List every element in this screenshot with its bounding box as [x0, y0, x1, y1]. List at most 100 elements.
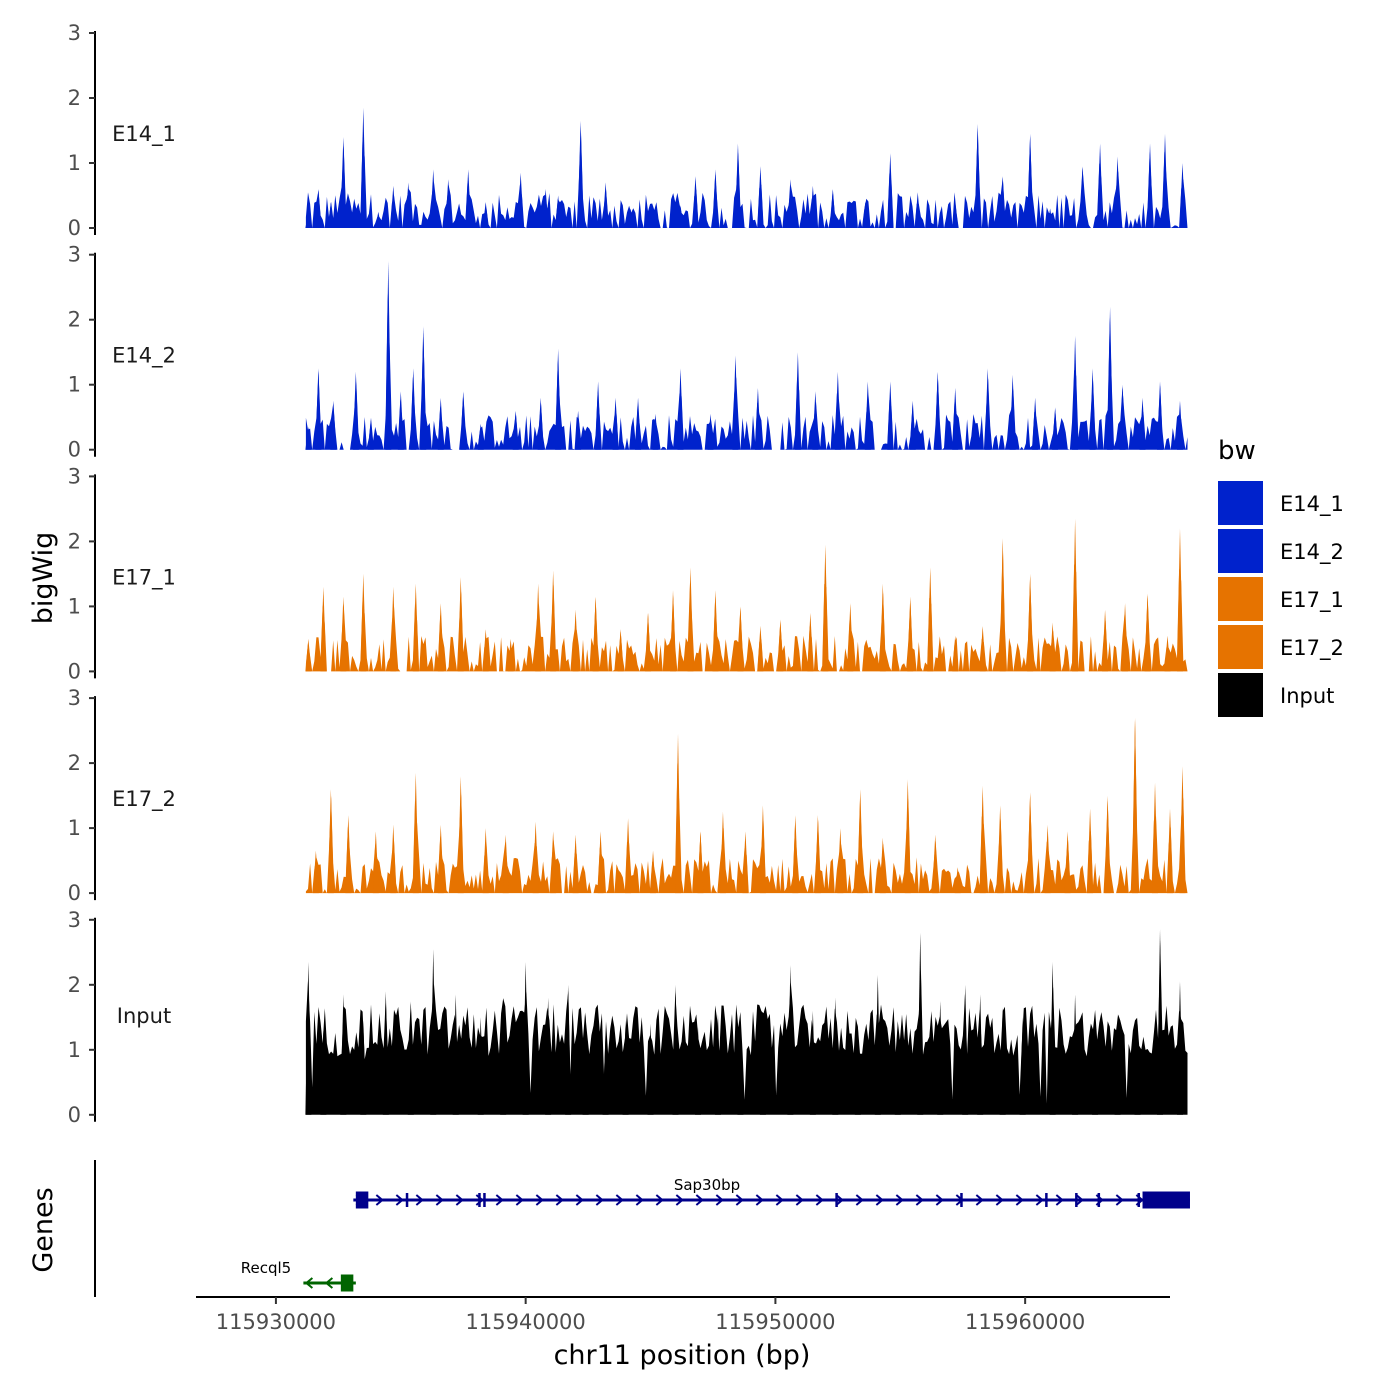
strand-arrow: [555, 1194, 564, 1206]
coverage-peak: [934, 371, 941, 450]
coverage-peak: [452, 994, 459, 1115]
coverage-peak: [1032, 397, 1039, 450]
coverage-peak: [445, 179, 452, 228]
strand-arrow: [435, 1194, 444, 1206]
coverage-peak: [320, 1030, 327, 1115]
coverage-peak: [305, 211, 312, 228]
strand-arrow: [755, 1194, 764, 1206]
coverage-peak: [482, 828, 489, 894]
coverage-peak: [315, 189, 322, 228]
coverage-peak: [537, 397, 544, 450]
coverage-peak: [390, 824, 397, 894]
coverage-peak: [612, 397, 619, 450]
coverage-peak: [1176, 528, 1183, 672]
coverage-peak: [1122, 603, 1129, 672]
strand-arrow: [495, 1194, 504, 1206]
coverage-peak: [692, 176, 699, 228]
coverage-area-E14_2: [305, 293, 1188, 450]
strand-arrow: [875, 1194, 884, 1206]
exon: [835, 1193, 838, 1207]
coverage-peak: [465, 169, 472, 228]
strand-arrow: [395, 1194, 404, 1206]
coverage-peak: [814, 815, 821, 894]
y-tick-label: 1: [68, 1038, 81, 1062]
coverage-peak: [512, 410, 519, 450]
coverage-peak: [532, 821, 539, 894]
coverage-peak: [622, 1020, 629, 1115]
coverage-peak: [962, 984, 969, 1115]
coverage-peak: [1176, 400, 1183, 450]
coverage-peak: [412, 772, 419, 894]
coverage-peak: [979, 785, 986, 894]
coverage-peak: [974, 124, 981, 228]
coverage-peak: [1144, 593, 1151, 672]
axes: bigWig Genes chr11 position (bp) 1159300…: [28, 532, 1170, 1371]
coverage-peak: [737, 606, 744, 672]
coverage-peak: [572, 834, 579, 894]
coverage-peak: [837, 828, 844, 894]
coverage-peak: [497, 211, 504, 228]
coverage-peak: [999, 538, 1006, 672]
track-label: E17_1: [112, 565, 176, 590]
strand-arrow: [595, 1194, 604, 1206]
coverage-peak: [457, 776, 464, 894]
exon: [960, 1193, 963, 1207]
coverage-peak: [1107, 306, 1114, 450]
coverage-tracks: 0 1 2 3 E14_1 0 1 2 3 E14_2 0 1 2 3 E17_1 0 1 2 3 E17_2 0 1 2 3…: [68, 21, 1188, 1127]
strand-arrow: [1055, 1194, 1064, 1206]
y-tick-label: 0: [68, 881, 81, 905]
coverage-peak: [305, 426, 312, 450]
coverage-peak: [367, 420, 374, 450]
coverage-peak: [864, 381, 871, 450]
coverage-peak: [777, 619, 784, 672]
coverage-peak: [714, 1014, 721, 1115]
coverage-peak: [582, 1014, 589, 1115]
coverage-peak: [340, 596, 347, 672]
coverage-peak: [1072, 994, 1079, 1115]
genes-axis-title: Genes: [28, 1187, 59, 1272]
coverage-peak: [305, 962, 312, 1115]
coverage-peak: [405, 182, 412, 228]
coverage-peak: [412, 583, 419, 672]
coverage-peak: [390, 586, 397, 672]
coverage-peak: [697, 831, 704, 894]
coverage-peak: [575, 410, 582, 450]
coverage-peak: [879, 583, 886, 672]
coverage-peak: [340, 994, 347, 1115]
coverage-peak: [759, 805, 766, 894]
coverage-peak: [555, 348, 562, 450]
strand-arrow: [375, 1194, 384, 1206]
coverage-peak: [482, 202, 489, 228]
coverage-peak: [647, 1023, 654, 1115]
coverage-peak: [1049, 962, 1056, 1115]
y-tick-label: 2: [68, 308, 81, 332]
coverage-peak: [550, 570, 557, 672]
coverage-peak: [847, 603, 854, 672]
coverage-peak: [430, 169, 437, 228]
coverage-peak: [390, 185, 397, 228]
coverage-peak: [627, 208, 634, 228]
coverage-peak: [1027, 792, 1034, 894]
legend-swatch: [1218, 481, 1263, 525]
coverage-peak: [1104, 795, 1111, 894]
legend-label: E14_1: [1280, 492, 1344, 517]
coverage-peak: [1089, 368, 1096, 450]
coverage-peak: [787, 179, 794, 228]
coverage-area-E14_1: [305, 127, 1188, 228]
x-tick-label: 115940000: [466, 1310, 586, 1334]
coverage-peak: [542, 189, 549, 228]
coverage-peak: [1087, 808, 1094, 894]
coverage-peak: [1009, 374, 1016, 450]
coverage-peak: [437, 824, 444, 894]
strand-arrow: [775, 1194, 784, 1206]
gene-Sap30bp: Sap30bp: [353, 1176, 1190, 1209]
coverage-peak: [952, 387, 959, 450]
coverage-peak: [1152, 782, 1159, 894]
coverage-peak: [437, 397, 444, 450]
coverage-peak: [1052, 407, 1059, 450]
coverage-peak: [874, 975, 881, 1115]
coverage-peak: [757, 166, 764, 228]
track-E14_1: 0 1 2 3 E14_1: [68, 21, 1188, 240]
coverage-peak: [759, 1040, 766, 1115]
coverage-peak: [577, 120, 584, 228]
